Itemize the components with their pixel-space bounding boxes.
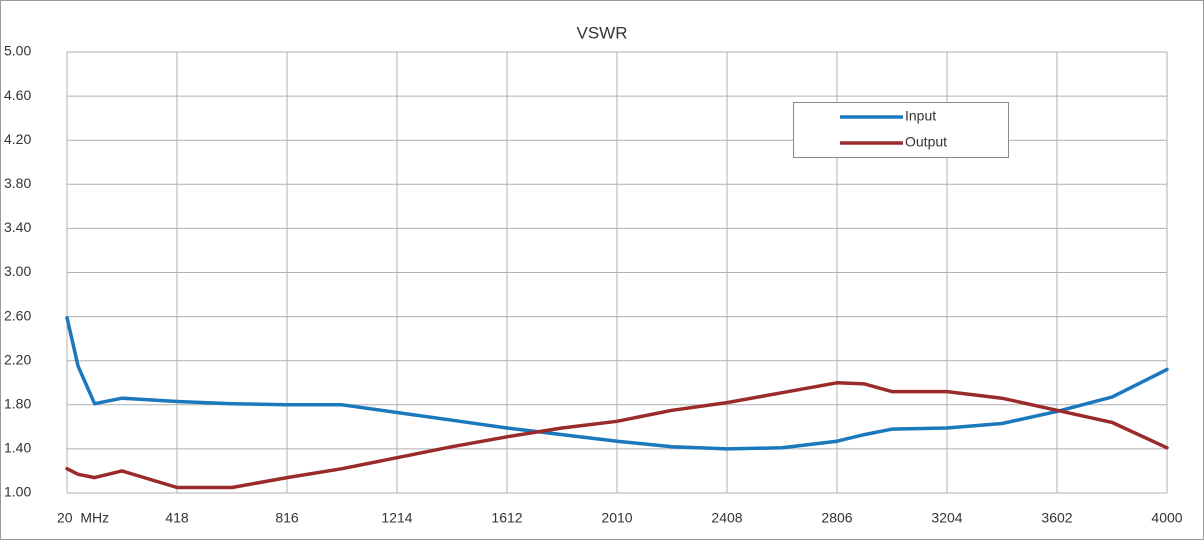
- x-tick-label: 418: [165, 510, 189, 526]
- y-tick-label: 3.80: [4, 175, 31, 191]
- series-line: [65, 315, 1169, 451]
- x-tick-label: 1214: [381, 510, 412, 526]
- x-tick-label: 1612: [491, 510, 522, 526]
- y-tick-label: 4.60: [4, 87, 31, 103]
- legend-label: Output: [905, 134, 947, 150]
- y-tick-label: 3.00: [4, 263, 31, 279]
- x-tick-label: 2806: [821, 510, 852, 526]
- legend-label: Input: [905, 108, 936, 124]
- x-tick-label: 816: [275, 510, 299, 526]
- y-tick-label: 4.20: [4, 131, 31, 147]
- y-tick-label: 3.40: [4, 219, 31, 235]
- y-tick-label: 2.60: [4, 307, 31, 323]
- x-tick-label: 4000: [1151, 510, 1182, 526]
- x-tick-label: 2010: [601, 510, 632, 526]
- x-tick-label: 3204: [931, 510, 962, 526]
- legend-box: [793, 102, 1009, 158]
- y-tick-label: 1.40: [4, 440, 31, 456]
- y-tick-label: 1.80: [4, 396, 31, 412]
- series-line: [65, 381, 1169, 490]
- chart-title: VSWR: [577, 23, 628, 42]
- y-tick-label: 2.20: [4, 351, 31, 367]
- y-tick-label: 1.00: [4, 484, 31, 500]
- x-tick-label: 2408: [711, 510, 742, 526]
- x-tick-label: 3602: [1041, 510, 1072, 526]
- x-tick-label: 20 MHz: [57, 510, 109, 526]
- y-tick-label: 5.00: [4, 43, 31, 59]
